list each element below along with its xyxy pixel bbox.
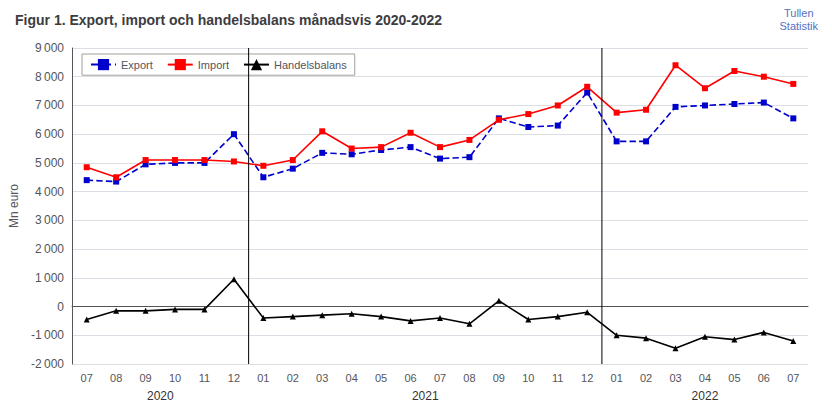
- svg-text:04: 04: [699, 372, 711, 384]
- svg-text:0: 0: [57, 300, 64, 314]
- svg-text:9 000: 9 000: [35, 41, 64, 55]
- svg-text:2022: 2022: [692, 389, 719, 403]
- svg-text:06: 06: [758, 372, 770, 384]
- svg-text:07: 07: [81, 372, 93, 384]
- svg-text:08: 08: [463, 372, 475, 384]
- svg-text:Figur 1. Export, import och ha: Figur 1. Export, import och handelsbalan…: [15, 12, 442, 28]
- svg-text:12: 12: [581, 372, 593, 384]
- svg-text:08: 08: [110, 372, 122, 384]
- svg-text:-1 000: -1 000: [31, 328, 64, 342]
- svg-text:4 000: 4 000: [35, 185, 64, 199]
- svg-text:05: 05: [728, 372, 740, 384]
- svg-text:2 000: 2 000: [35, 242, 64, 256]
- svg-text:02: 02: [287, 372, 299, 384]
- svg-text:Statistik: Statistik: [779, 20, 818, 32]
- svg-text:03: 03: [316, 372, 328, 384]
- svg-text:06: 06: [404, 372, 416, 384]
- svg-text:2021: 2021: [412, 389, 439, 403]
- svg-text:-2 000: -2 000: [31, 357, 64, 371]
- svg-text:1 000: 1 000: [35, 271, 64, 285]
- svg-text:Handelsbalans: Handelsbalans: [274, 59, 347, 71]
- svg-text:5 000: 5 000: [35, 156, 64, 170]
- svg-text:3 000: 3 000: [35, 213, 64, 227]
- svg-text:09: 09: [139, 372, 151, 384]
- svg-text:03: 03: [669, 372, 681, 384]
- svg-text:04: 04: [346, 372, 358, 384]
- svg-text:Mn euro: Mn euro: [7, 184, 21, 228]
- svg-text:7 000: 7 000: [35, 98, 64, 112]
- svg-text:Import: Import: [198, 59, 229, 71]
- svg-text:01: 01: [611, 372, 623, 384]
- svg-text:Export: Export: [121, 59, 153, 71]
- svg-text:2020: 2020: [147, 389, 174, 403]
- svg-text:10: 10: [169, 372, 181, 384]
- svg-text:10: 10: [522, 372, 534, 384]
- svg-text:07: 07: [434, 372, 446, 384]
- svg-text:02: 02: [640, 372, 652, 384]
- svg-text:11: 11: [199, 372, 210, 384]
- svg-text:01: 01: [257, 372, 269, 384]
- svg-text:05: 05: [375, 372, 387, 384]
- svg-text:09: 09: [493, 372, 505, 384]
- svg-text:8 000: 8 000: [35, 70, 64, 84]
- svg-text:11: 11: [552, 372, 563, 384]
- svg-text:12: 12: [228, 372, 240, 384]
- svg-text:07: 07: [787, 372, 799, 384]
- svg-text:6 000: 6 000: [35, 127, 64, 141]
- svg-text:Tullen: Tullen: [784, 7, 814, 19]
